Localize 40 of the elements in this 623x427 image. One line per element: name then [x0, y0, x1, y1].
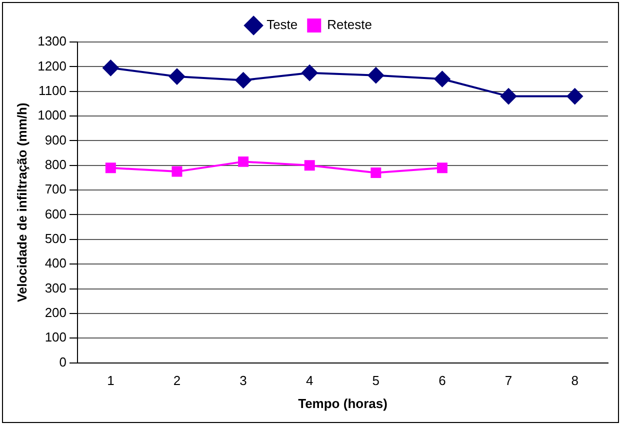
legend-label: Teste [266, 17, 298, 32]
y-tick-label: 200 [44, 305, 67, 320]
y-tick-label: 0 [59, 354, 67, 370]
point [370, 168, 382, 178]
x-tick-label: 2 [173, 373, 181, 388]
point [302, 64, 318, 81]
point [304, 160, 315, 171]
point [235, 72, 252, 88]
y-tick-label: 300 [44, 280, 67, 296]
x-tick-label: 5 [372, 373, 380, 388]
y-tick-label: 600 [44, 206, 67, 222]
y-tick-label: 500 [44, 230, 67, 246]
y-tick-label: 1100 [38, 82, 67, 98]
y-tick-label: 1200 [38, 58, 67, 74]
y-tick-label: 1000 [38, 108, 67, 123]
x-axis-title: Tempo (horas) [298, 396, 388, 411]
point [238, 156, 249, 167]
x-tick-label: 8 [571, 373, 578, 388]
x-tick-label: 7 [504, 373, 512, 388]
x-tick-label: 3 [240, 373, 247, 388]
legend-label: Reteste [327, 17, 372, 32]
point [105, 162, 116, 174]
point [102, 60, 119, 76]
point [368, 67, 384, 84]
x-tick-label: 6 [438, 373, 446, 388]
y-tick-label: 700 [44, 182, 67, 197]
point [500, 88, 517, 104]
point [436, 162, 448, 174]
point [434, 71, 450, 88]
y-tick-label: 800 [44, 156, 67, 172]
y-tick-label: 100 [44, 330, 67, 345]
y-tick-label: 400 [44, 256, 67, 271]
y-axis-title: Velocidade de infiltração (mm/h) [14, 102, 30, 302]
x-tick-label: 4 [306, 373, 314, 388]
point [168, 68, 185, 85]
y-tick-label: 900 [44, 132, 67, 148]
point [172, 166, 182, 177]
point [566, 88, 583, 104]
x-tick-label: 1 [107, 373, 114, 388]
y-tick-label: 1300 [38, 34, 67, 49]
